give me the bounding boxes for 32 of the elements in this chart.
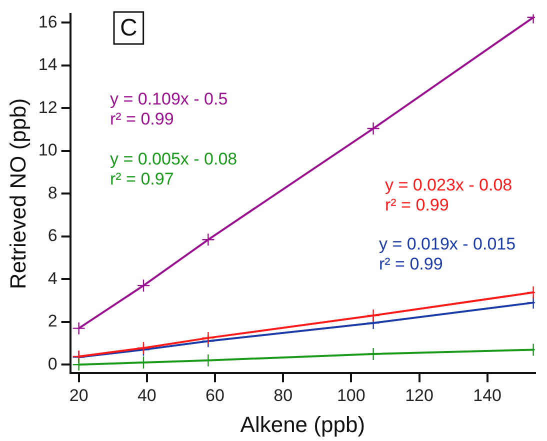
point: [366, 308, 380, 322]
point: [202, 233, 215, 246]
annotation: y = 0.023x - 0.08 r² = 0.99: [385, 176, 512, 215]
y-tick-label: 8: [48, 183, 58, 202]
x-tick-label: 40: [137, 386, 156, 406]
x-tick-label: 100: [336, 386, 366, 406]
y-tick-label: 2: [48, 312, 58, 331]
x-axis-title: Alkene (ppb): [240, 412, 366, 437]
y-tick-label: 0: [48, 354, 58, 374]
annotation: y = 0.109x - 0.5 r² = 0.99: [110, 90, 228, 129]
x-tick-label: 120: [405, 386, 434, 406]
annotation: y = 0.005x - 0.08 r² = 0.97: [110, 150, 238, 189]
point: [366, 347, 380, 361]
point: [72, 358, 86, 372]
y-tick-label: 14: [38, 55, 58, 74]
chart-title: C: [120, 14, 138, 42]
point: [136, 356, 150, 370]
point: [202, 331, 215, 345]
x-tick-label: 140: [473, 386, 502, 406]
annotation: y = 0.019x - 0.015 r² = 0.99: [379, 234, 516, 274]
y-tick-label: 10: [38, 140, 58, 160]
x-tick-label: 60: [206, 386, 224, 406]
point: [136, 278, 150, 292]
x-tick-label: 80: [274, 386, 293, 406]
point: [366, 122, 380, 136]
y-tick-label: 4: [48, 268, 58, 288]
y-axis-title: Retrieved NO (ppb): [5, 98, 30, 290]
y-tick-label: 12: [38, 98, 58, 117]
y-tick-label: 16: [38, 12, 58, 32]
point: [72, 322, 86, 335]
y-tick-label: 6: [48, 226, 58, 246]
x-tick-label: 20: [69, 386, 88, 406]
